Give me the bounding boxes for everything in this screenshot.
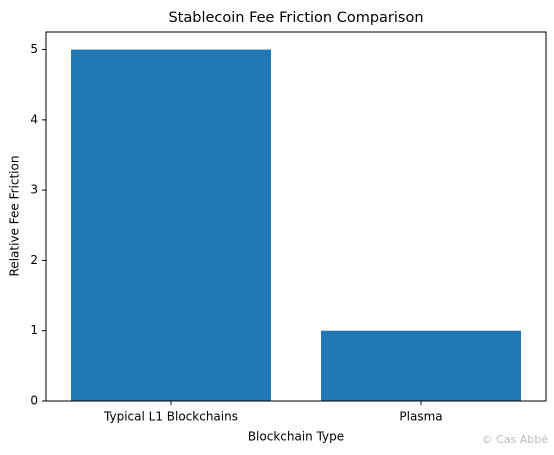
y-tick-label: 2 (30, 253, 38, 267)
bar (71, 49, 271, 401)
y-tick-label: 0 (30, 394, 38, 408)
y-tick-label: 1 (30, 323, 38, 337)
x-tick-label: Plasma (399, 410, 442, 424)
x-tick-label: Typical L1 Blockchains (103, 410, 238, 424)
y-tick-label: 3 (30, 183, 38, 197)
y-axis-label: Relative Fee Friction (8, 156, 22, 277)
y-tick-label: 4 (30, 112, 38, 126)
plot-frame (45, 31, 547, 402)
x-axis-label: Blockchain Type (248, 430, 344, 444)
chart-title: Stablecoin Fee Friction Comparison (168, 10, 423, 26)
bar (321, 330, 521, 401)
y-tick-label: 5 (30, 42, 38, 56)
watermark: © Cas Abbé (482, 433, 549, 446)
